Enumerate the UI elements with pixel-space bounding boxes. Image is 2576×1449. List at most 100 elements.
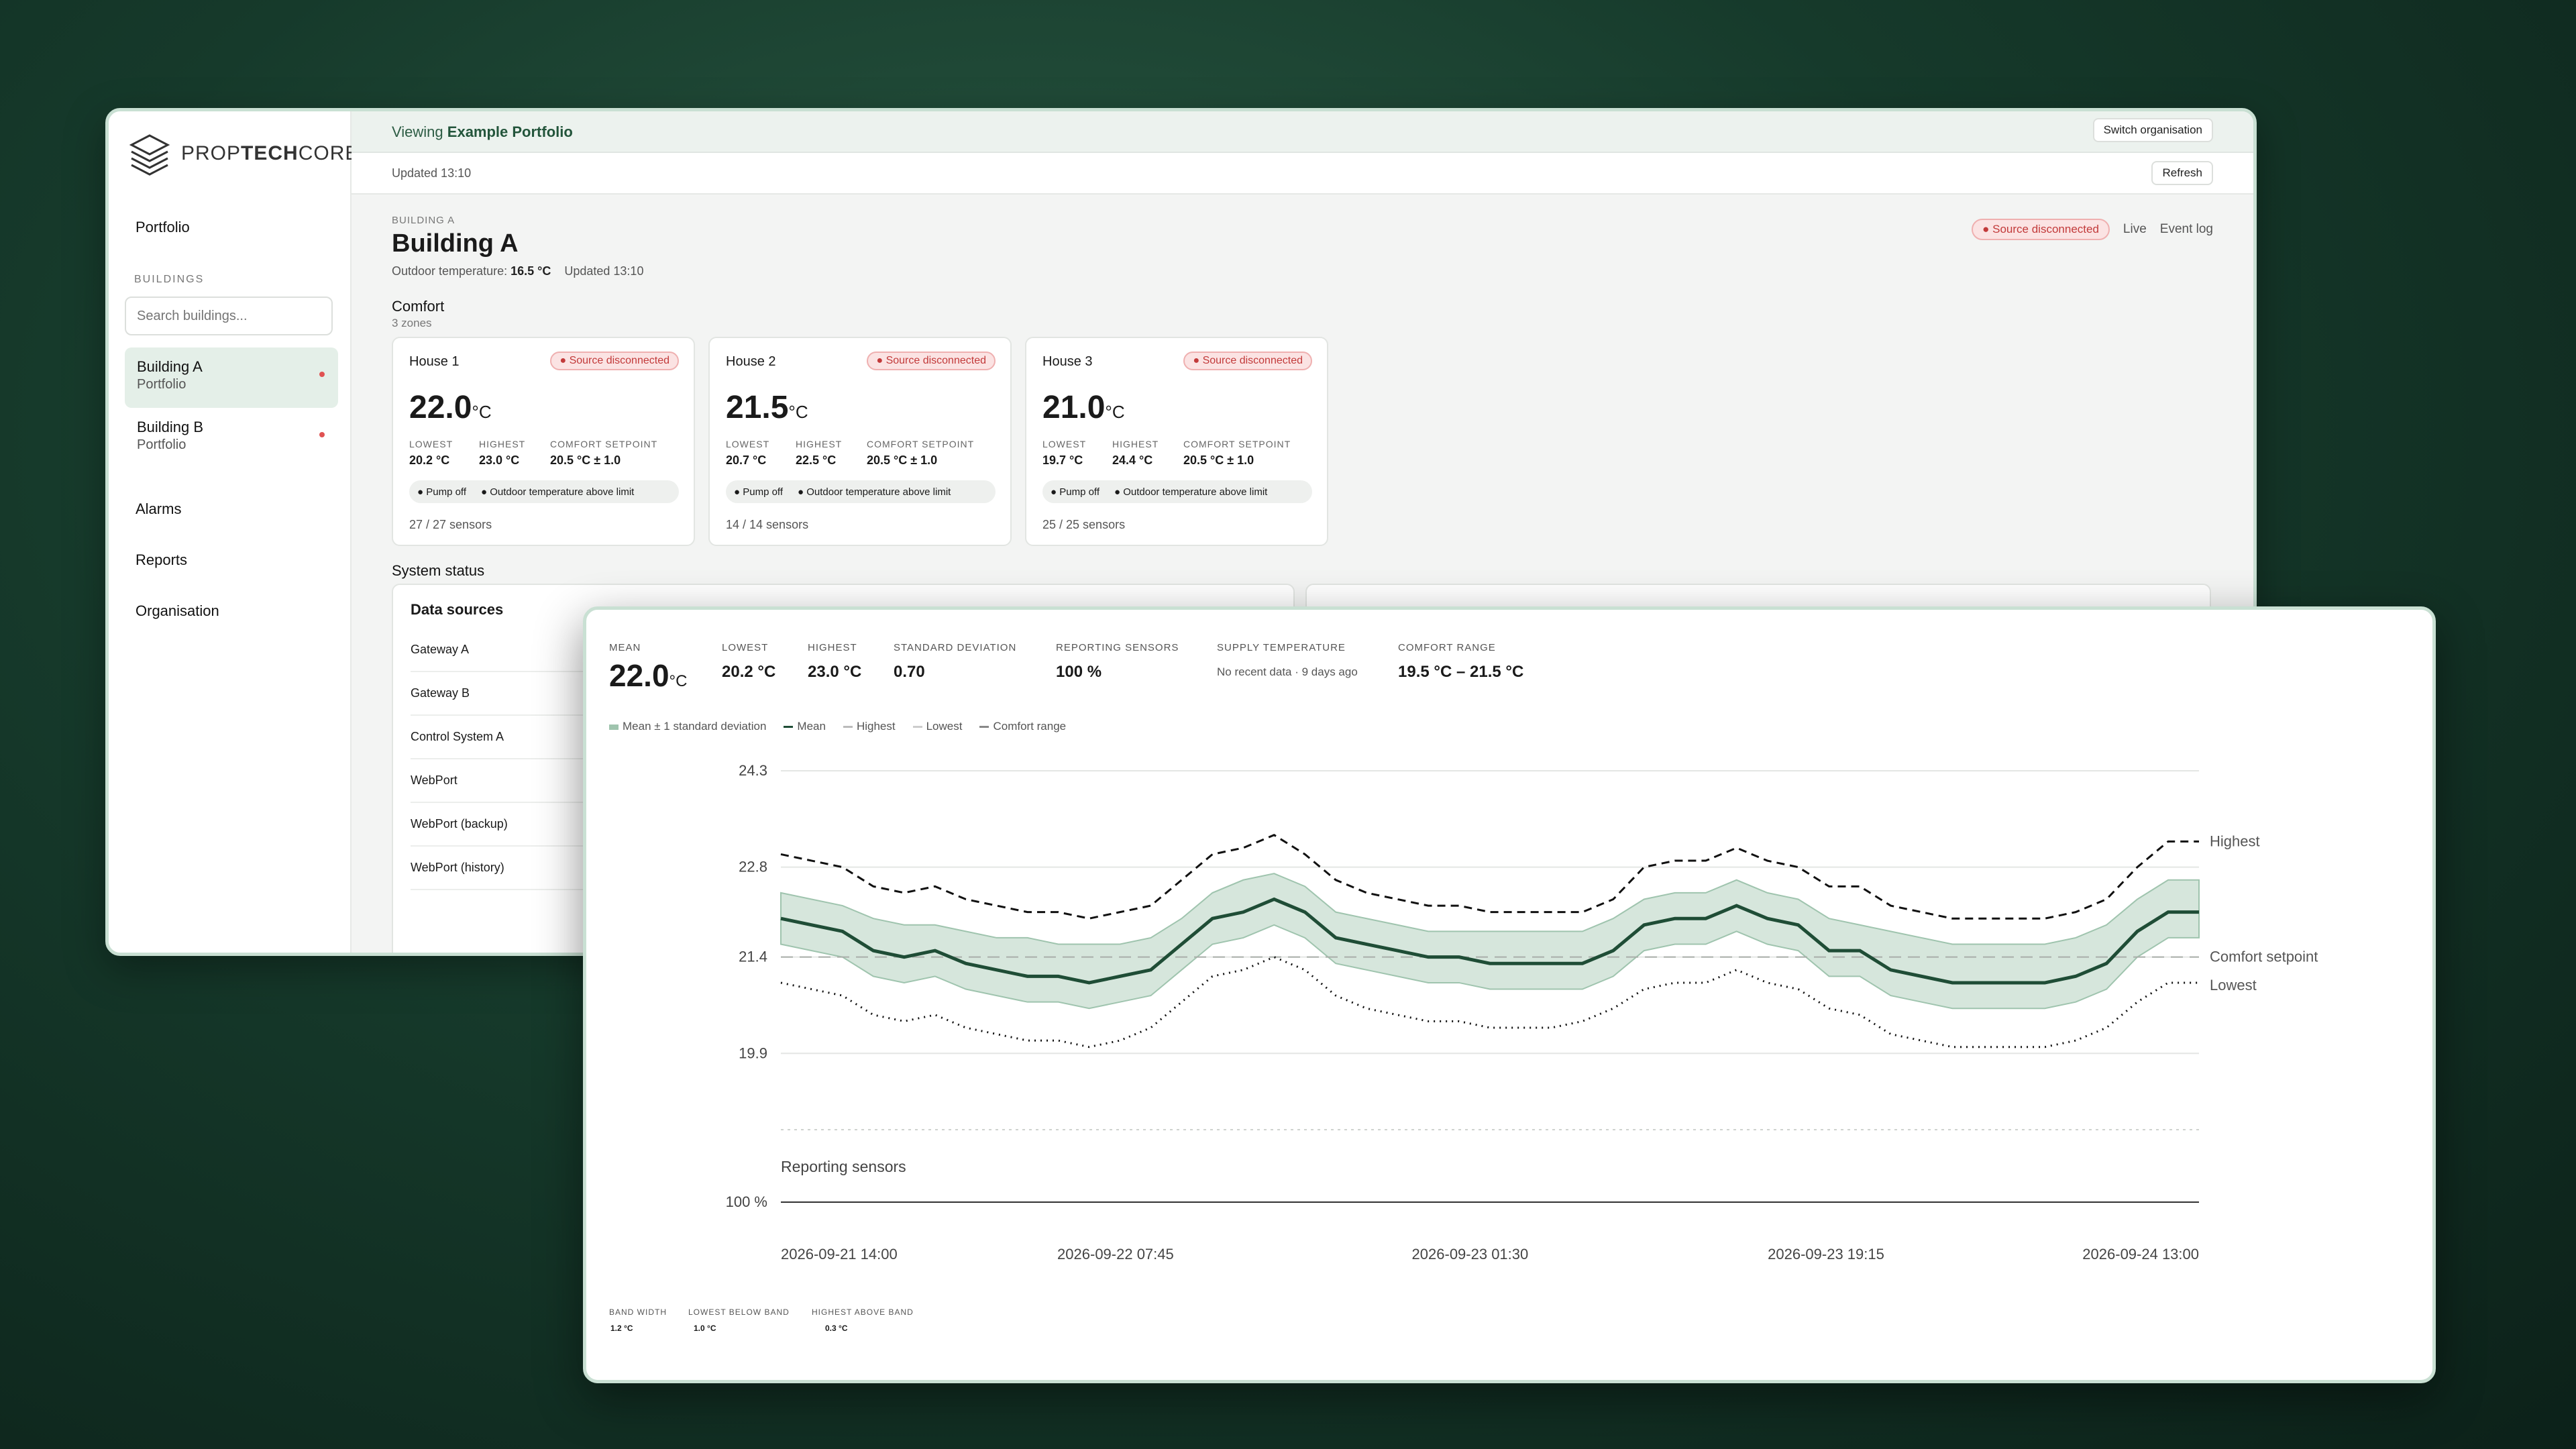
x-tick-label: 2026-09-22 07:45	[1057, 1246, 1174, 1263]
brand-logo[interactable]: PROPTECHCORE	[127, 131, 359, 176]
zone-detail-window: MEAN 22.0°C LOWEST 20.2 °C HIGHEST 23.0 …	[583, 606, 2436, 1383]
buildings-section-label: BUILDINGS	[134, 274, 205, 285]
house-name: House 2	[726, 354, 776, 369]
status-chips: ● Pump off ● Outdoor temperature above li…	[409, 480, 679, 503]
x-tick-label: 2026-09-21 14:00	[781, 1246, 898, 1263]
layers-logo-icon	[129, 134, 170, 176]
status-badge: ● Source disconnected	[1972, 219, 2110, 240]
setpoint-label: COMFORT SETPOINT	[867, 439, 975, 449]
legend-lowest[interactable]: Lowest	[912, 720, 962, 733]
search-buildings-input[interactable]	[125, 297, 333, 335]
highest-value: 23.0 °C	[479, 453, 520, 467]
status-chips: ● Pump off ● Outdoor temperature above li…	[1042, 480, 1312, 503]
highest-label: HIGHEST	[479, 439, 526, 449]
legend-comfort-range[interactable]: Comfort range	[979, 720, 1066, 733]
data-source-row[interactable]: WebPort	[411, 759, 679, 803]
house-card[interactable]: House 3 ● Source disconnected 21.0°C LOW…	[1025, 337, 1328, 546]
breadcrumb: BUILDING A	[392, 215, 455, 226]
y-tick-label: 24.3	[739, 762, 767, 779]
status-chips: ● Pump off ● Outdoor temperature above li…	[726, 480, 996, 503]
stat-comfort-range: COMFORT RANGE 19.5 °C – 21.5 °C	[1398, 642, 1524, 681]
legend-highest[interactable]: Highest	[843, 720, 896, 733]
chart-legend: Mean ± 1 standard deviation Mean Highest…	[609, 720, 1066, 733]
y-tick-label: 22.8	[739, 859, 767, 875]
lowest-label: LOWEST	[726, 439, 770, 449]
sidebar: PROPTECHCORE Portfolio BUILDINGS Buildin…	[109, 111, 358, 953]
reporting-sensors-value: 100 %	[726, 1193, 767, 1210]
sensor-count: 14 / 14 sensors	[726, 518, 809, 531]
live-link[interactable]: Live	[2123, 222, 2147, 236]
status-badge: ● Source disconnected	[550, 352, 679, 370]
event-log-link[interactable]: Event log	[2159, 222, 2213, 236]
building-sub: Portfolio	[137, 377, 186, 392]
x-tick-label: 2026-09-24 13:00	[2082, 1246, 2199, 1263]
sidebar-item-building-b[interactable]: Building B Portfolio	[125, 408, 338, 468]
lowest-below-band: LOWEST BELOW BAND 1.0 °C	[688, 1307, 790, 1333]
temperature-chart: 24.3 22.8 21.4 19.9 Highest Comfort setpoint L…	[726, 762, 2318, 1263]
highest-label: HIGHEST	[1112, 439, 1159, 449]
house-name: House 1	[409, 354, 460, 369]
highest-value: 22.5 °C	[796, 453, 837, 467]
stat-standard-deviation: STANDARD DEVIATION 0.70	[894, 642, 1017, 681]
data-source-row[interactable]: WebPort (history)	[411, 846, 679, 890]
legend-band[interactable]: Mean ± 1 standard deviation	[609, 720, 766, 733]
update-bar: Updated 13:10 Refresh	[352, 153, 2253, 195]
building-sub: Portfolio	[137, 437, 186, 452]
data-source-row[interactable]: Gateway B	[411, 672, 679, 716]
setpoint-label: COMFORT SETPOINT	[1183, 439, 1291, 449]
setpoint-label: COMFORT SETPOINT	[550, 439, 658, 449]
updated-time: Updated 13:10	[392, 166, 472, 180]
reporting-sensors-label: Reporting sensors	[781, 1158, 906, 1175]
comfort-setpoint-label: Comfort setpoint	[2210, 949, 2318, 965]
y-tick-label: 21.4	[739, 949, 767, 965]
lowest-value: 19.7 °C	[1042, 453, 1083, 467]
lowest-value: 20.7 °C	[726, 453, 767, 467]
header-actions: ● Source disconnected Live Event log	[1972, 219, 2213, 240]
nav-portfolio[interactable]: Portfolio	[136, 219, 190, 235]
setpoint-value: 20.5 °C ± 1.0	[867, 453, 938, 467]
lowest-value: 20.2 °C	[409, 453, 450, 467]
lowest-series-label: Lowest	[2210, 977, 2257, 994]
house-temp: 22.0°C	[409, 390, 492, 425]
house-name: House 3	[1042, 354, 1093, 369]
org-bar: Viewing Example Portfolio Switch organis…	[352, 111, 2253, 153]
nav-reports[interactable]: Reports	[136, 551, 188, 568]
band-width: BAND WIDTH 1.2 °C	[609, 1307, 667, 1333]
mean-line	[780, 897, 2199, 985]
highest-label: HIGHEST	[796, 439, 843, 449]
lowest-label: LOWEST	[409, 439, 453, 449]
x-tick-label: 2026-09-23 19:15	[1768, 1246, 1884, 1263]
legend-mean[interactable]: Mean	[784, 720, 826, 733]
refresh-button[interactable]: Refresh	[2151, 161, 2213, 185]
x-tick-label: 2026-09-23 01:30	[1412, 1246, 1529, 1263]
status-badge: ● Source disconnected	[867, 352, 996, 370]
lowest-label: LOWEST	[1042, 439, 1087, 449]
std-dev-band	[780, 873, 2200, 1010]
sidebar-item-building-a[interactable]: Building A Portfolio	[125, 347, 338, 408]
nav-alarms[interactable]: Alarms	[136, 500, 182, 517]
highest-above-band: HIGHEST ABOVE BAND 0.3 °C	[812, 1307, 914, 1333]
brand-name: PROPTECHCORE	[181, 142, 360, 164]
nav-organisation[interactable]: Organisation	[136, 602, 219, 619]
sensor-count: 25 / 25 sensors	[1042, 518, 1126, 531]
house-card[interactable]: House 2 ● Source disconnected 21.5°C LOW…	[708, 337, 1012, 546]
sensor-count: 27 / 27 sensors	[409, 518, 492, 531]
house-card[interactable]: House 1 ● Source disconnected 22.0°C LOW…	[392, 337, 695, 546]
stat-lowest: LOWEST 20.2 °C	[722, 642, 776, 681]
house-temp: 21.0°C	[1042, 390, 1125, 425]
system-status-title: System status	[392, 562, 485, 579]
comfort-title: Comfort	[392, 298, 445, 315]
alert-dot	[319, 432, 325, 437]
lowest-line	[780, 956, 2199, 1049]
data-source-row[interactable]: Gateway A	[411, 628, 679, 672]
data-sources-title: Data sources	[411, 601, 504, 618]
highest-line	[780, 834, 2199, 920]
setpoint-value: 20.5 °C ± 1.0	[1183, 453, 1254, 467]
data-source-row[interactable]: Control System A	[411, 715, 679, 759]
y-tick-label: 19.9	[739, 1044, 767, 1061]
data-source-row[interactable]: WebPort (backup)	[411, 802, 679, 847]
highest-value: 24.4 °C	[1112, 453, 1153, 467]
setpoint-value: 20.5 °C ± 1.0	[550, 453, 621, 467]
alert-dot	[319, 372, 325, 377]
switch-organisation-button[interactable]: Switch organisation	[2092, 118, 2213, 142]
